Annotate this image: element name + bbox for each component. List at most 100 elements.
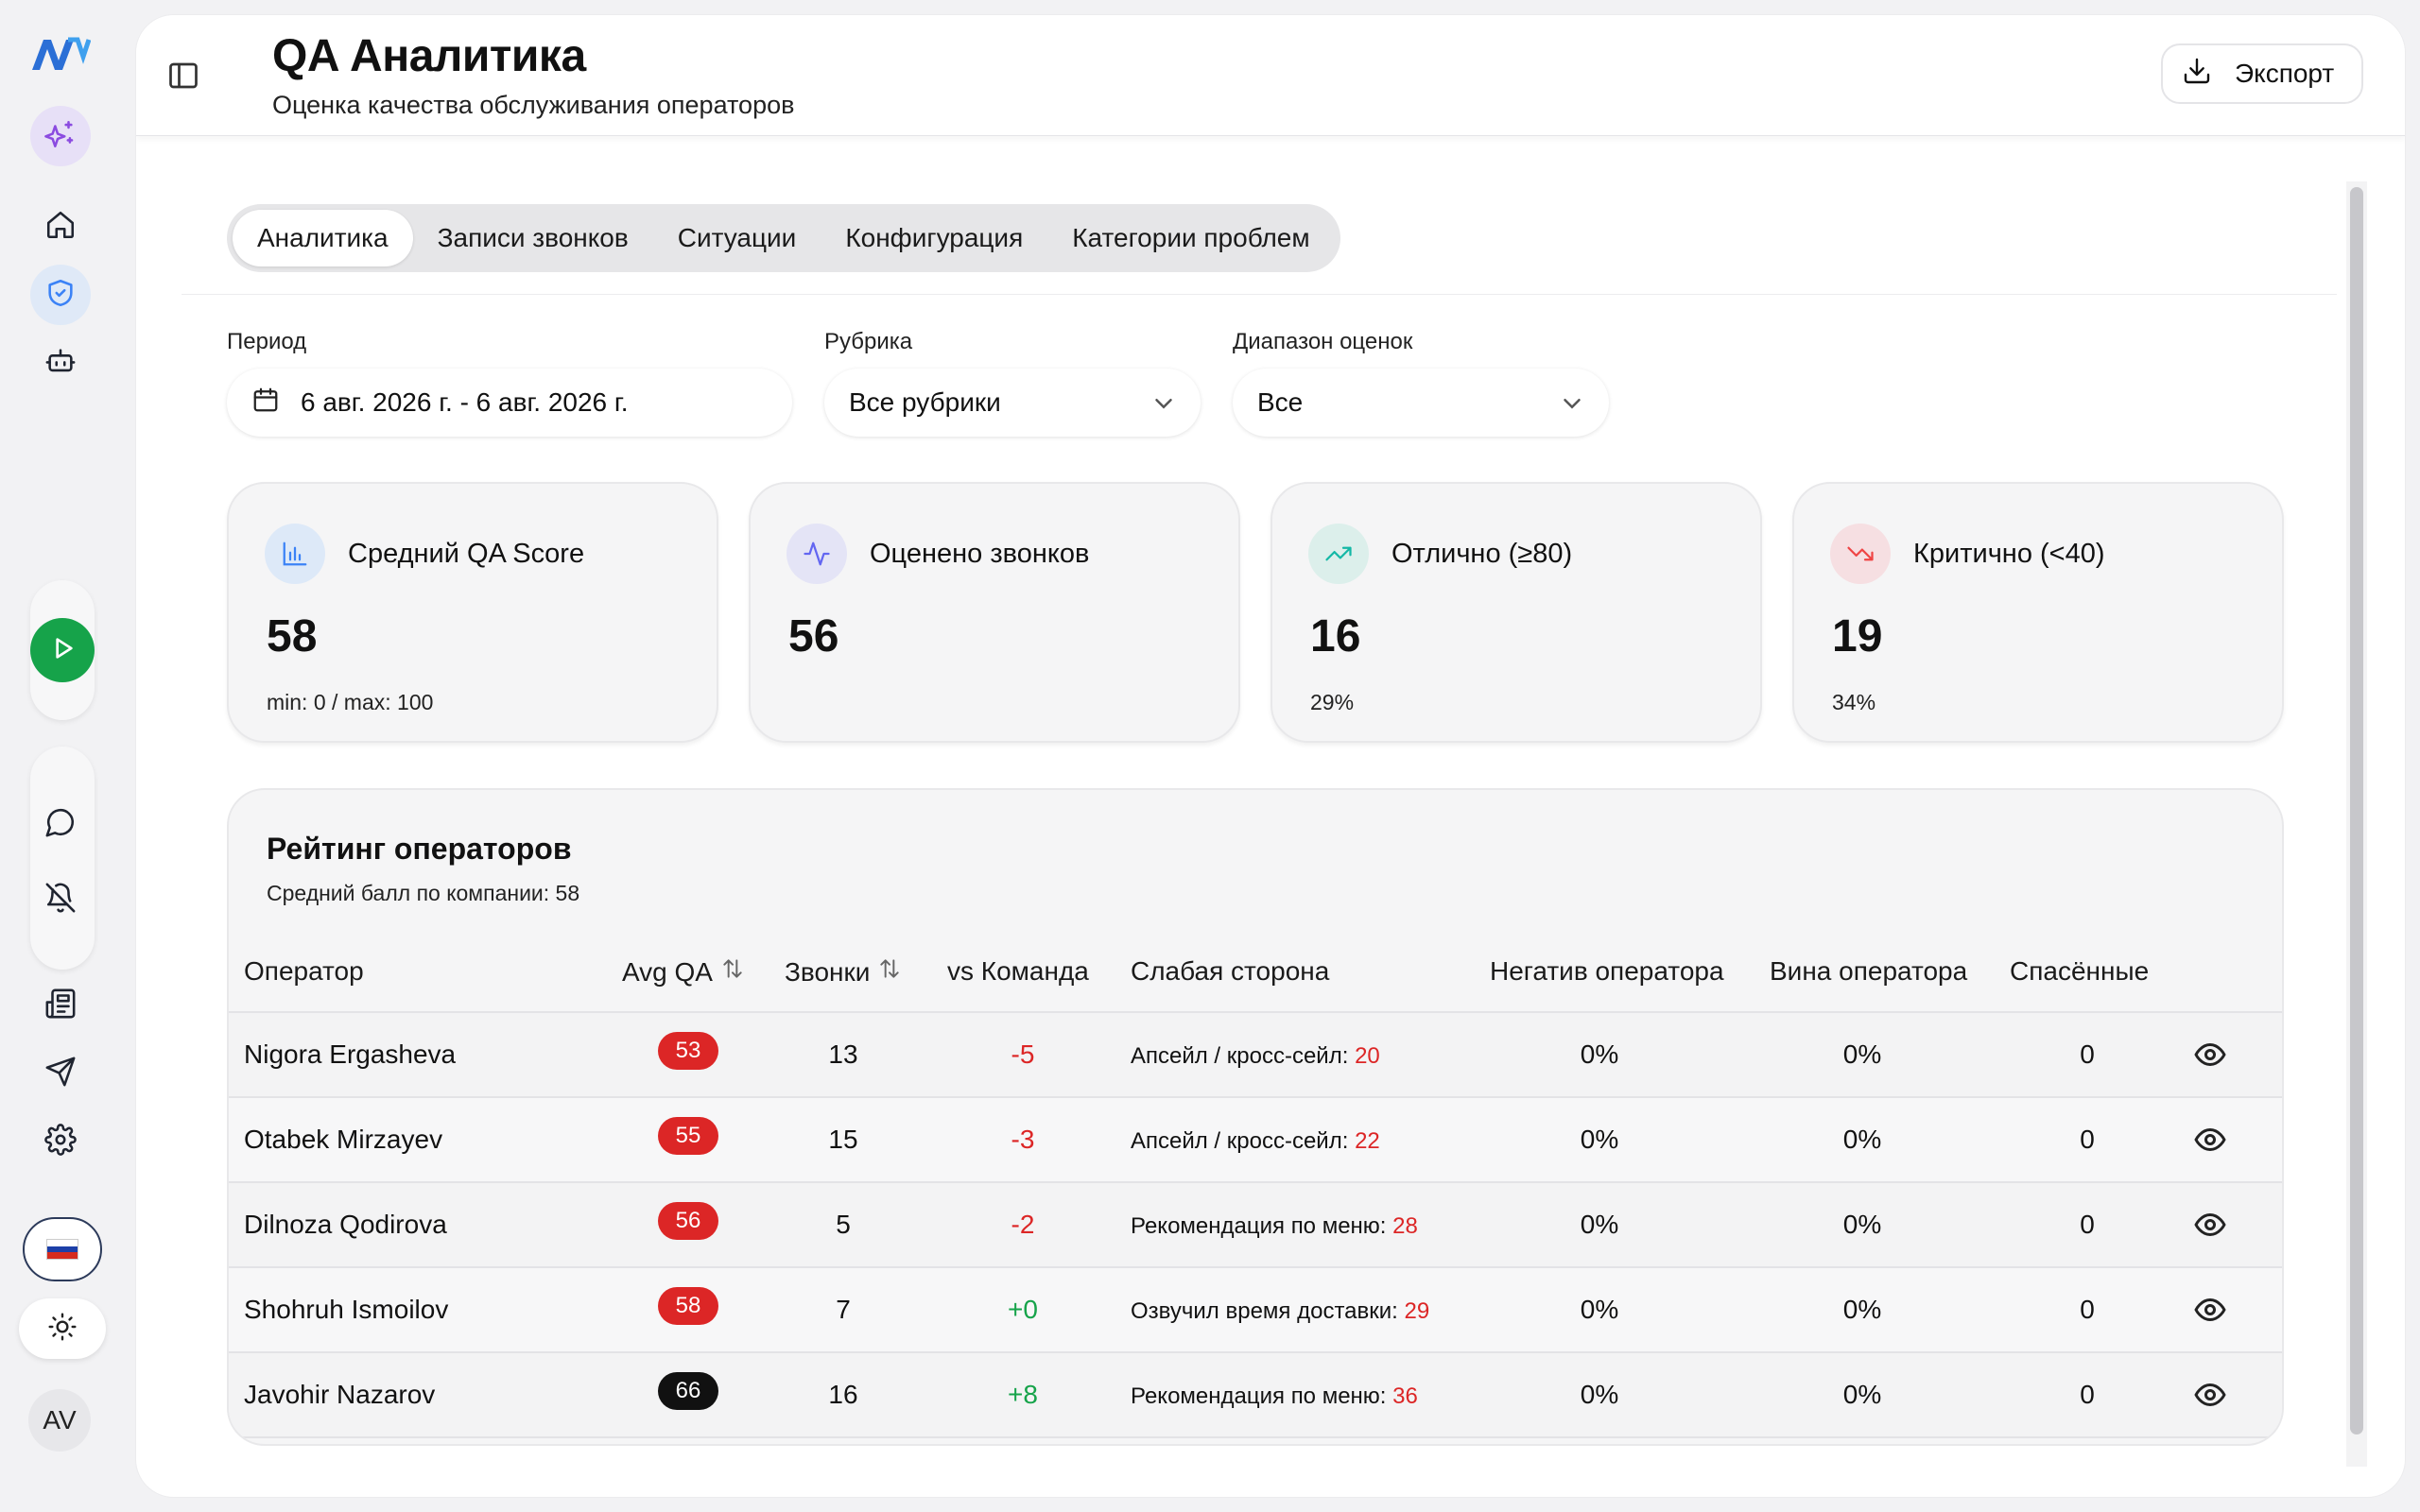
col-avg-qa[interactable]: Avg QA [622, 956, 745, 988]
nav-bot[interactable] [30, 333, 91, 393]
weak-side-score: 22 [1355, 1128, 1380, 1154]
table-header: Оператор Avg QA Звонки vs Команда Слабая… [229, 932, 2282, 1013]
table-row[interactable]: Dilnoza Qodirova 56 5 -2 Рекомендация по мен… [229, 1183, 2282, 1268]
operator-negative: 0% [1580, 1040, 1619, 1069]
nav-notifications[interactable] [30, 869, 91, 930]
weak-side-score: 20 [1355, 1043, 1380, 1069]
ranking-subtitle: Средний балл по компании: 58 [267, 881, 580, 905]
nav-home[interactable] [30, 197, 91, 257]
tab-configuration[interactable]: Конфигурация [845, 223, 1024, 252]
period-value: 6 авг. 2026 г. - 6 авг. 2026 г. [301, 387, 629, 417]
sun-icon [47, 1312, 78, 1347]
gear-icon [44, 1123, 77, 1160]
tab-situations[interactable]: Ситуации [677, 223, 797, 252]
period-label: Период [227, 329, 307, 354]
operator-fault: 0% [1842, 1380, 1882, 1409]
saved-count: 0 [2080, 1210, 2095, 1239]
russia-flag-icon [46, 1239, 78, 1260]
weak-side-score: 29 [1404, 1298, 1430, 1324]
eye-icon[interactable] [2193, 1038, 2227, 1072]
theme-toggle[interactable] [19, 1298, 106, 1359]
bar-chart-icon [265, 524, 325, 584]
avg-qa-badge: 58 [658, 1287, 718, 1325]
operator-negative: 0% [1580, 1380, 1619, 1409]
rubric-label: Рубрика [824, 329, 913, 354]
calendar-icon [251, 386, 280, 421]
page-title: QA Аналитика [272, 31, 586, 81]
stat-title: Оценено звонков [870, 539, 1090, 569]
sort-icon[interactable] [877, 956, 902, 988]
download-icon [2182, 56, 2212, 93]
vs-team-delta: -2 [1011, 1210, 1035, 1239]
weak-side-label: Рекомендация по меню: [1131, 1213, 1387, 1239]
calls-count: 15 [828, 1125, 858, 1154]
nav-settings[interactable] [30, 1111, 91, 1172]
stat-value: 58 [267, 611, 318, 662]
stat-sub: min: 0 / max: 100 [267, 690, 434, 714]
page-header: QA Аналитика Оценка качества обслуживани… [136, 15, 2405, 136]
table-row[interactable]: Nigora Ergasheva 53 13 -5 Апсейл / кросс-сей… [229, 1013, 2282, 1098]
avg-qa-badge: 56 [658, 1202, 718, 1240]
weak-side: Озвучил время доставки: 29 [1131, 1298, 1429, 1325]
nav-messages[interactable] [30, 794, 91, 854]
scrollbar-thumb[interactable] [2350, 187, 2363, 1435]
tab-analytics[interactable]: Аналитика [233, 210, 413, 266]
eye-icon[interactable] [2193, 1293, 2227, 1327]
eye-icon[interactable] [2193, 1378, 2227, 1412]
calls-count: 5 [836, 1210, 851, 1239]
nav-send[interactable] [30, 1043, 91, 1104]
weak-side: Апсейл / кросс-сейл: 20 [1131, 1043, 1380, 1070]
table-row[interactable]: Shohruh Ismoilov 58 7 +0 Озвучил время доста… [229, 1268, 2282, 1353]
stat-card-excellent: Отлично (≥80) 16 29% [1270, 482, 1762, 743]
rubric-select[interactable]: Все рубрики [824, 369, 1201, 437]
sparkles-icon [44, 118, 77, 155]
export-label: Экспорт [2235, 59, 2335, 88]
calls-count: 16 [828, 1380, 858, 1409]
nav-reports[interactable] [30, 975, 91, 1036]
table-row[interactable]: Javohir Nazarov 66 16 +8 Рекомендация по мен… [229, 1353, 2282, 1438]
operator-fault: 0% [1842, 1125, 1882, 1154]
sort-icon[interactable] [720, 956, 745, 988]
saved-count: 0 [2080, 1040, 2095, 1069]
start-button[interactable] [30, 618, 95, 682]
table-row[interactable]: Otabek Mirzayev 55 15 -3 Апсейл / кросс-сейл… [229, 1098, 2282, 1183]
score-range-label: Диапазон оценок [1233, 329, 1413, 354]
message-circle-icon [44, 806, 77, 843]
export-button[interactable]: Экспорт [2161, 43, 2363, 104]
period-picker[interactable]: 6 авг. 2026 г. - 6 авг. 2026 г. [227, 369, 792, 437]
operator-negative: 0% [1580, 1210, 1619, 1239]
eye-icon[interactable] [2193, 1123, 2227, 1157]
operator-name: Nigora Ergasheva [244, 1040, 457, 1069]
nav-qa[interactable] [30, 265, 91, 325]
vs-team-delta: -3 [1011, 1125, 1035, 1154]
page-subtitle: Оценка качества обслуживания операторов [272, 91, 795, 119]
main-panel: QA Аналитика Оценка качества обслуживани… [136, 15, 2405, 1497]
tab-problem-categories[interactable]: Категории проблем [1072, 223, 1310, 252]
weak-side: Апсейл / кросс-сейл: 22 [1131, 1128, 1380, 1155]
vs-team-delta: +0 [1008, 1295, 1038, 1324]
bell-off-icon [44, 882, 77, 919]
col-avg-qa-label: Avg QA [622, 956, 713, 987]
saved-count: 0 [2080, 1380, 2095, 1409]
tab-call-records[interactable]: Записи звонков [437, 223, 629, 252]
weak-side: Рекомендация по меню: 36 [1131, 1383, 1418, 1410]
avatar[interactable]: AV [28, 1389, 91, 1452]
col-calls[interactable]: Звонки [785, 956, 902, 988]
vs-team-delta: -5 [1011, 1040, 1035, 1069]
vs-team-delta: +8 [1008, 1380, 1038, 1409]
score-range-select[interactable]: Все [1233, 369, 1609, 437]
stat-value: 16 [1310, 611, 1361, 662]
operator-name: Javohir Nazarov [244, 1380, 436, 1409]
sidebar-toggle-icon[interactable] [166, 59, 200, 93]
col-operator-fault: Вина оператора [1770, 956, 1968, 986]
weak-side-score: 28 [1392, 1213, 1418, 1239]
operator-name: Otabek Mirzayev [244, 1125, 443, 1154]
ai-assistant-button[interactable] [30, 106, 91, 166]
stat-value: 56 [788, 611, 839, 662]
language-button[interactable] [23, 1217, 102, 1281]
logo[interactable] [30, 36, 92, 85]
newspaper-icon [44, 988, 77, 1024]
eye-icon[interactable] [2193, 1208, 2227, 1242]
stat-title: Отлично (≥80) [1392, 539, 1573, 569]
divider [182, 294, 2337, 295]
